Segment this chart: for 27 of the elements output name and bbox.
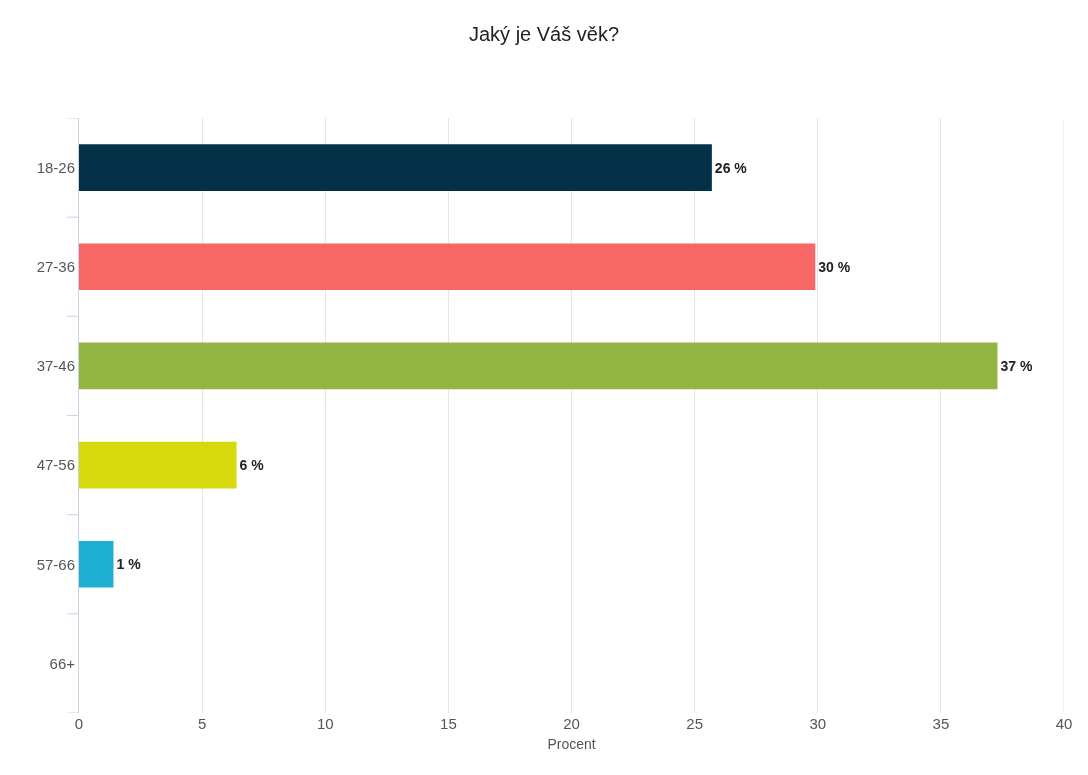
y-tick-label: 57-66 — [36, 555, 75, 573]
x-tick-label: 25 — [686, 715, 703, 732]
data-label: 30 % — [818, 258, 851, 275]
x-tick-label: 15 — [440, 715, 457, 732]
x-axis-title: Procent — [547, 736, 596, 753]
bar — [79, 342, 998, 390]
y-tick-label: 18-26 — [36, 158, 75, 176]
data-label: 6 % — [239, 457, 265, 474]
x-tick-label: 0 — [74, 715, 84, 732]
y-tick-label: 47-56 — [36, 456, 75, 474]
data-label: 37 % — [1000, 357, 1033, 374]
y-tick-label: 27-36 — [36, 258, 75, 275]
data-label: 26 % — [714, 159, 748, 176]
x-tick-label: 30 — [809, 715, 827, 732]
bar — [79, 540, 114, 588]
x-tick-label: 20 — [563, 715, 580, 732]
y-tick-label: 66+ — [49, 654, 76, 672]
x-tick-label: 40 — [1055, 715, 1073, 732]
data-label: 1 % — [116, 556, 142, 573]
y-tick-label: 37-46 — [36, 357, 75, 375]
bar — [79, 243, 816, 291]
x-tick-label: 35 — [932, 715, 950, 732]
bar — [79, 144, 712, 191]
bar — [79, 441, 237, 489]
chart-title: Jaký je Váš věk? — [468, 23, 620, 46]
x-tick-label: 5 — [197, 715, 207, 732]
x-tick-label: 10 — [316, 715, 334, 732]
